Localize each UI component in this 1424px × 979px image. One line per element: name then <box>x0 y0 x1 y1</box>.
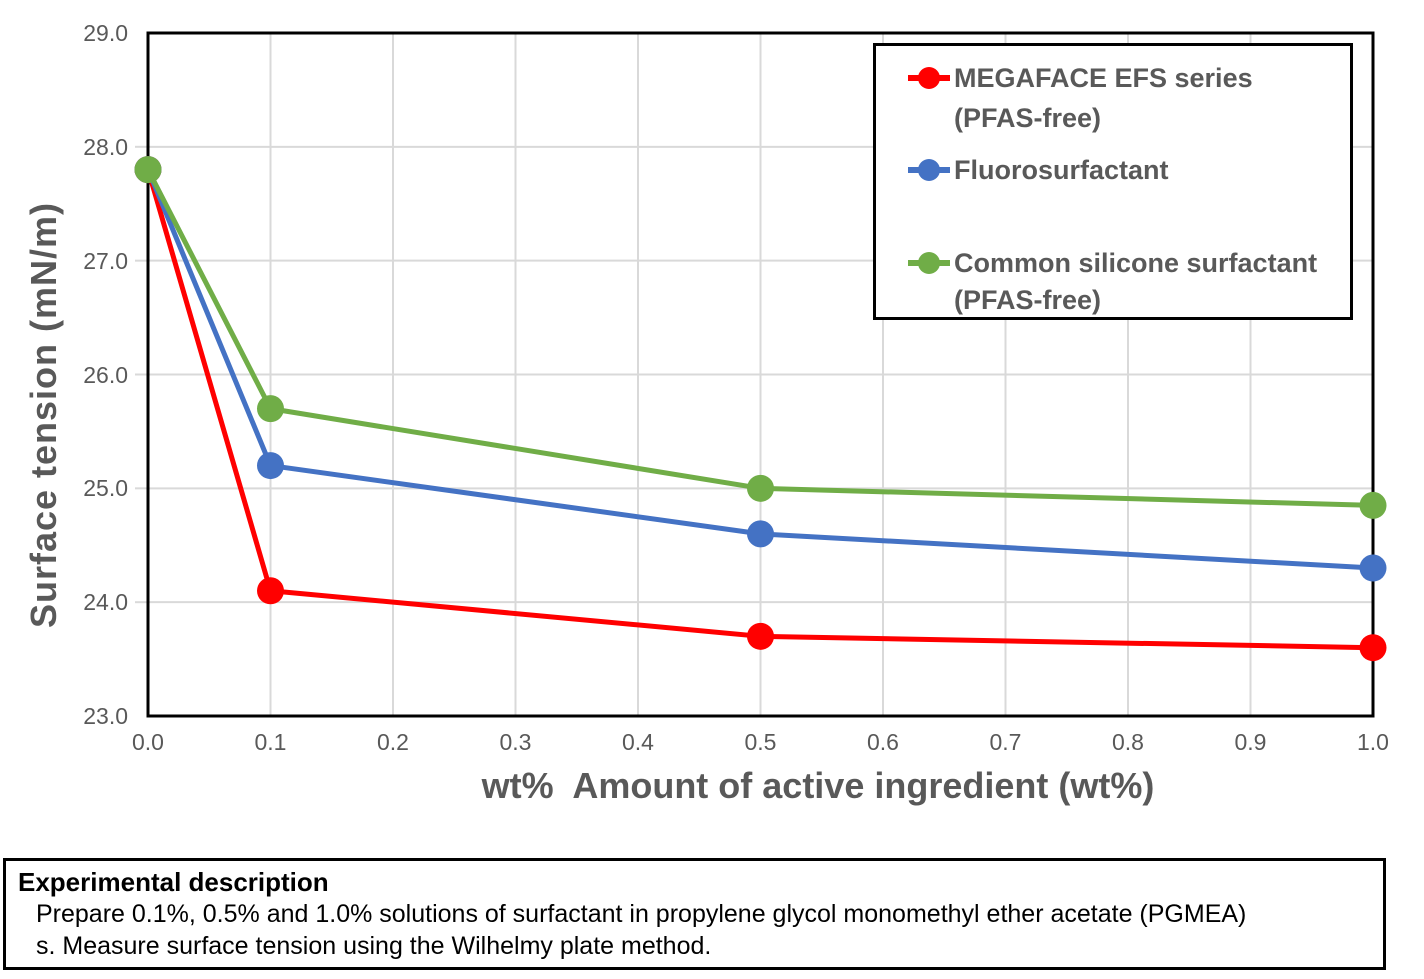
y-tick-label: 26.0 <box>83 361 128 388</box>
x-tick-label: 0.3 <box>499 729 532 755</box>
legend: MEGAFACE EFS series (PFAS-free) Fluorosu… <box>873 43 1353 320</box>
x-tick-label: 0.7 <box>989 729 1022 755</box>
series-line-0 <box>145 167 1376 651</box>
legend-item-megaface: MEGAFACE EFS series <box>908 58 1253 98</box>
y-axis-title: Surface tension (mN/m) <box>23 201 64 629</box>
experimental-description-box: Experimental description Prepare 0.1%, 0… <box>3 858 1386 970</box>
y-tick-label: 24.0 <box>83 589 128 616</box>
legend-item-label: MEGAFACE EFS series <box>954 62 1253 93</box>
data-point-series-0 <box>257 577 284 605</box>
data-point-series-2 <box>1359 491 1387 519</box>
data-point-series-0 <box>1359 634 1387 662</box>
x-tick-label: 0.0 <box>132 729 164 755</box>
description-title: Experimental description <box>18 867 329 897</box>
y-tick-label: 25.0 <box>83 475 128 502</box>
plot-border <box>146 31 1375 718</box>
legend-item-label: Fluorosurfactant <box>954 154 1169 185</box>
legend-item-label: Common silicone surfactant <box>954 247 1318 278</box>
x-tick-label: 1.0 <box>1357 729 1389 755</box>
x-tick-label: 0.1 <box>254 729 287 755</box>
data-point-series-0 <box>747 622 774 650</box>
legend-item-megaface-line2: (PFAS-free) <box>954 98 1101 138</box>
y-tick-label: 28.0 <box>83 133 128 160</box>
legend-item-silicone: Common silicone surfactant <box>908 243 1317 283</box>
y-tick-label: 27.0 <box>83 247 128 274</box>
legend-marker-line-icon <box>908 150 950 190</box>
legend-item-label: (PFAS-free) <box>954 102 1102 133</box>
data-point-series-2 <box>134 156 162 184</box>
data-point-series-2 <box>257 395 284 423</box>
legend-item-fluorosurfactant: Fluorosurfactant <box>908 150 1169 190</box>
x-tick-label: 0.8 <box>1112 729 1144 755</box>
data-point-series-1 <box>257 452 284 480</box>
data-point-series-1 <box>747 520 774 548</box>
x-axis-title: wt% Amount of active ingredient (wt%) <box>481 765 1155 806</box>
x-tick-label: 0.6 <box>867 729 899 755</box>
legend-item-silicone-line2: (PFAS-free) <box>954 280 1101 320</box>
description-line-1: Prepare 0.1%, 0.5% and 1.0% solutions of… <box>36 900 1247 928</box>
series-line-1 <box>145 167 1376 571</box>
series-line-2 <box>145 167 1376 508</box>
y-tick-label: 23.0 <box>83 703 128 729</box>
data-point-series-1 <box>1359 554 1387 582</box>
description-line-2: s. Measure surface tension using the Wil… <box>36 932 712 960</box>
legend-marker-line-icon <box>908 243 950 283</box>
data-point-series-2 <box>747 474 774 502</box>
x-tick-label: 0.5 <box>744 729 777 755</box>
legend-item-label: (PFAS-free) <box>954 284 1102 315</box>
x-tick-label: 0.4 <box>622 729 654 755</box>
y-tick-label: 29.0 <box>83 20 128 46</box>
x-tick-label: 0.2 <box>377 729 409 755</box>
legend-marker-line-icon <box>908 58 950 98</box>
x-tick-label: 0.9 <box>1234 729 1267 755</box>
